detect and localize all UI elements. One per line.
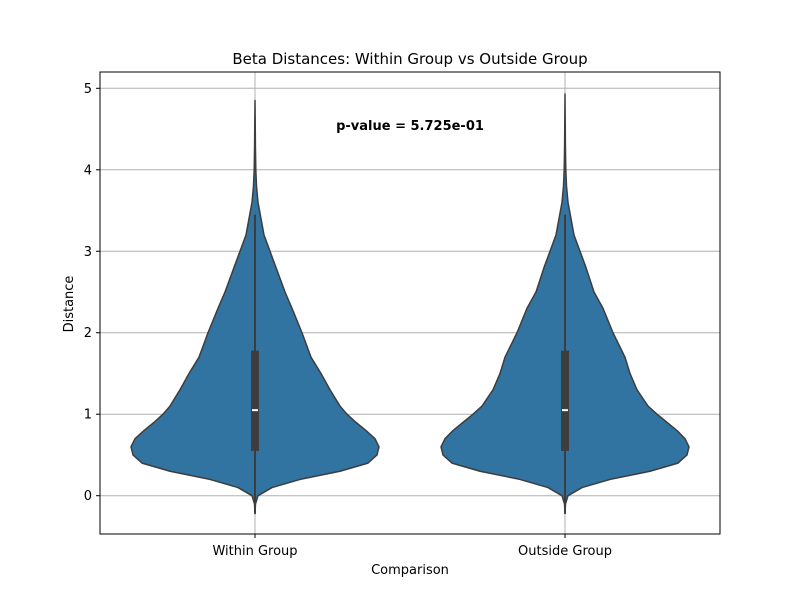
violin-outside-group [440, 93, 690, 515]
violin-iqr-box [251, 350, 259, 451]
x-axis-label: Comparison [371, 563, 449, 578]
violin-within-group [130, 99, 380, 515]
plot-frame [99, 71, 721, 535]
y-tick-label: 1 [84, 408, 92, 423]
y-tick-label: 4 [84, 163, 92, 178]
y-tick-label: 2 [84, 326, 92, 341]
chart-title: Beta Distances: Within Group vs Outside … [232, 50, 587, 68]
x-tick-label: Within Group [212, 544, 297, 559]
y-tick-label: 3 [84, 245, 92, 260]
violin-layer [130, 93, 690, 515]
tick-layer: 0 1 2 3 4 5 Within Group Outside Group [84, 82, 612, 559]
y-axis-label: Distance [62, 276, 77, 333]
x-tick-label: Outside Group [518, 544, 612, 559]
y-tick-label: 5 [84, 82, 92, 97]
p-value-annotation: p-value = 5.725e-01 [336, 119, 484, 134]
y-tick-label: 0 [84, 489, 92, 504]
violin-iqr-box [561, 350, 569, 451]
